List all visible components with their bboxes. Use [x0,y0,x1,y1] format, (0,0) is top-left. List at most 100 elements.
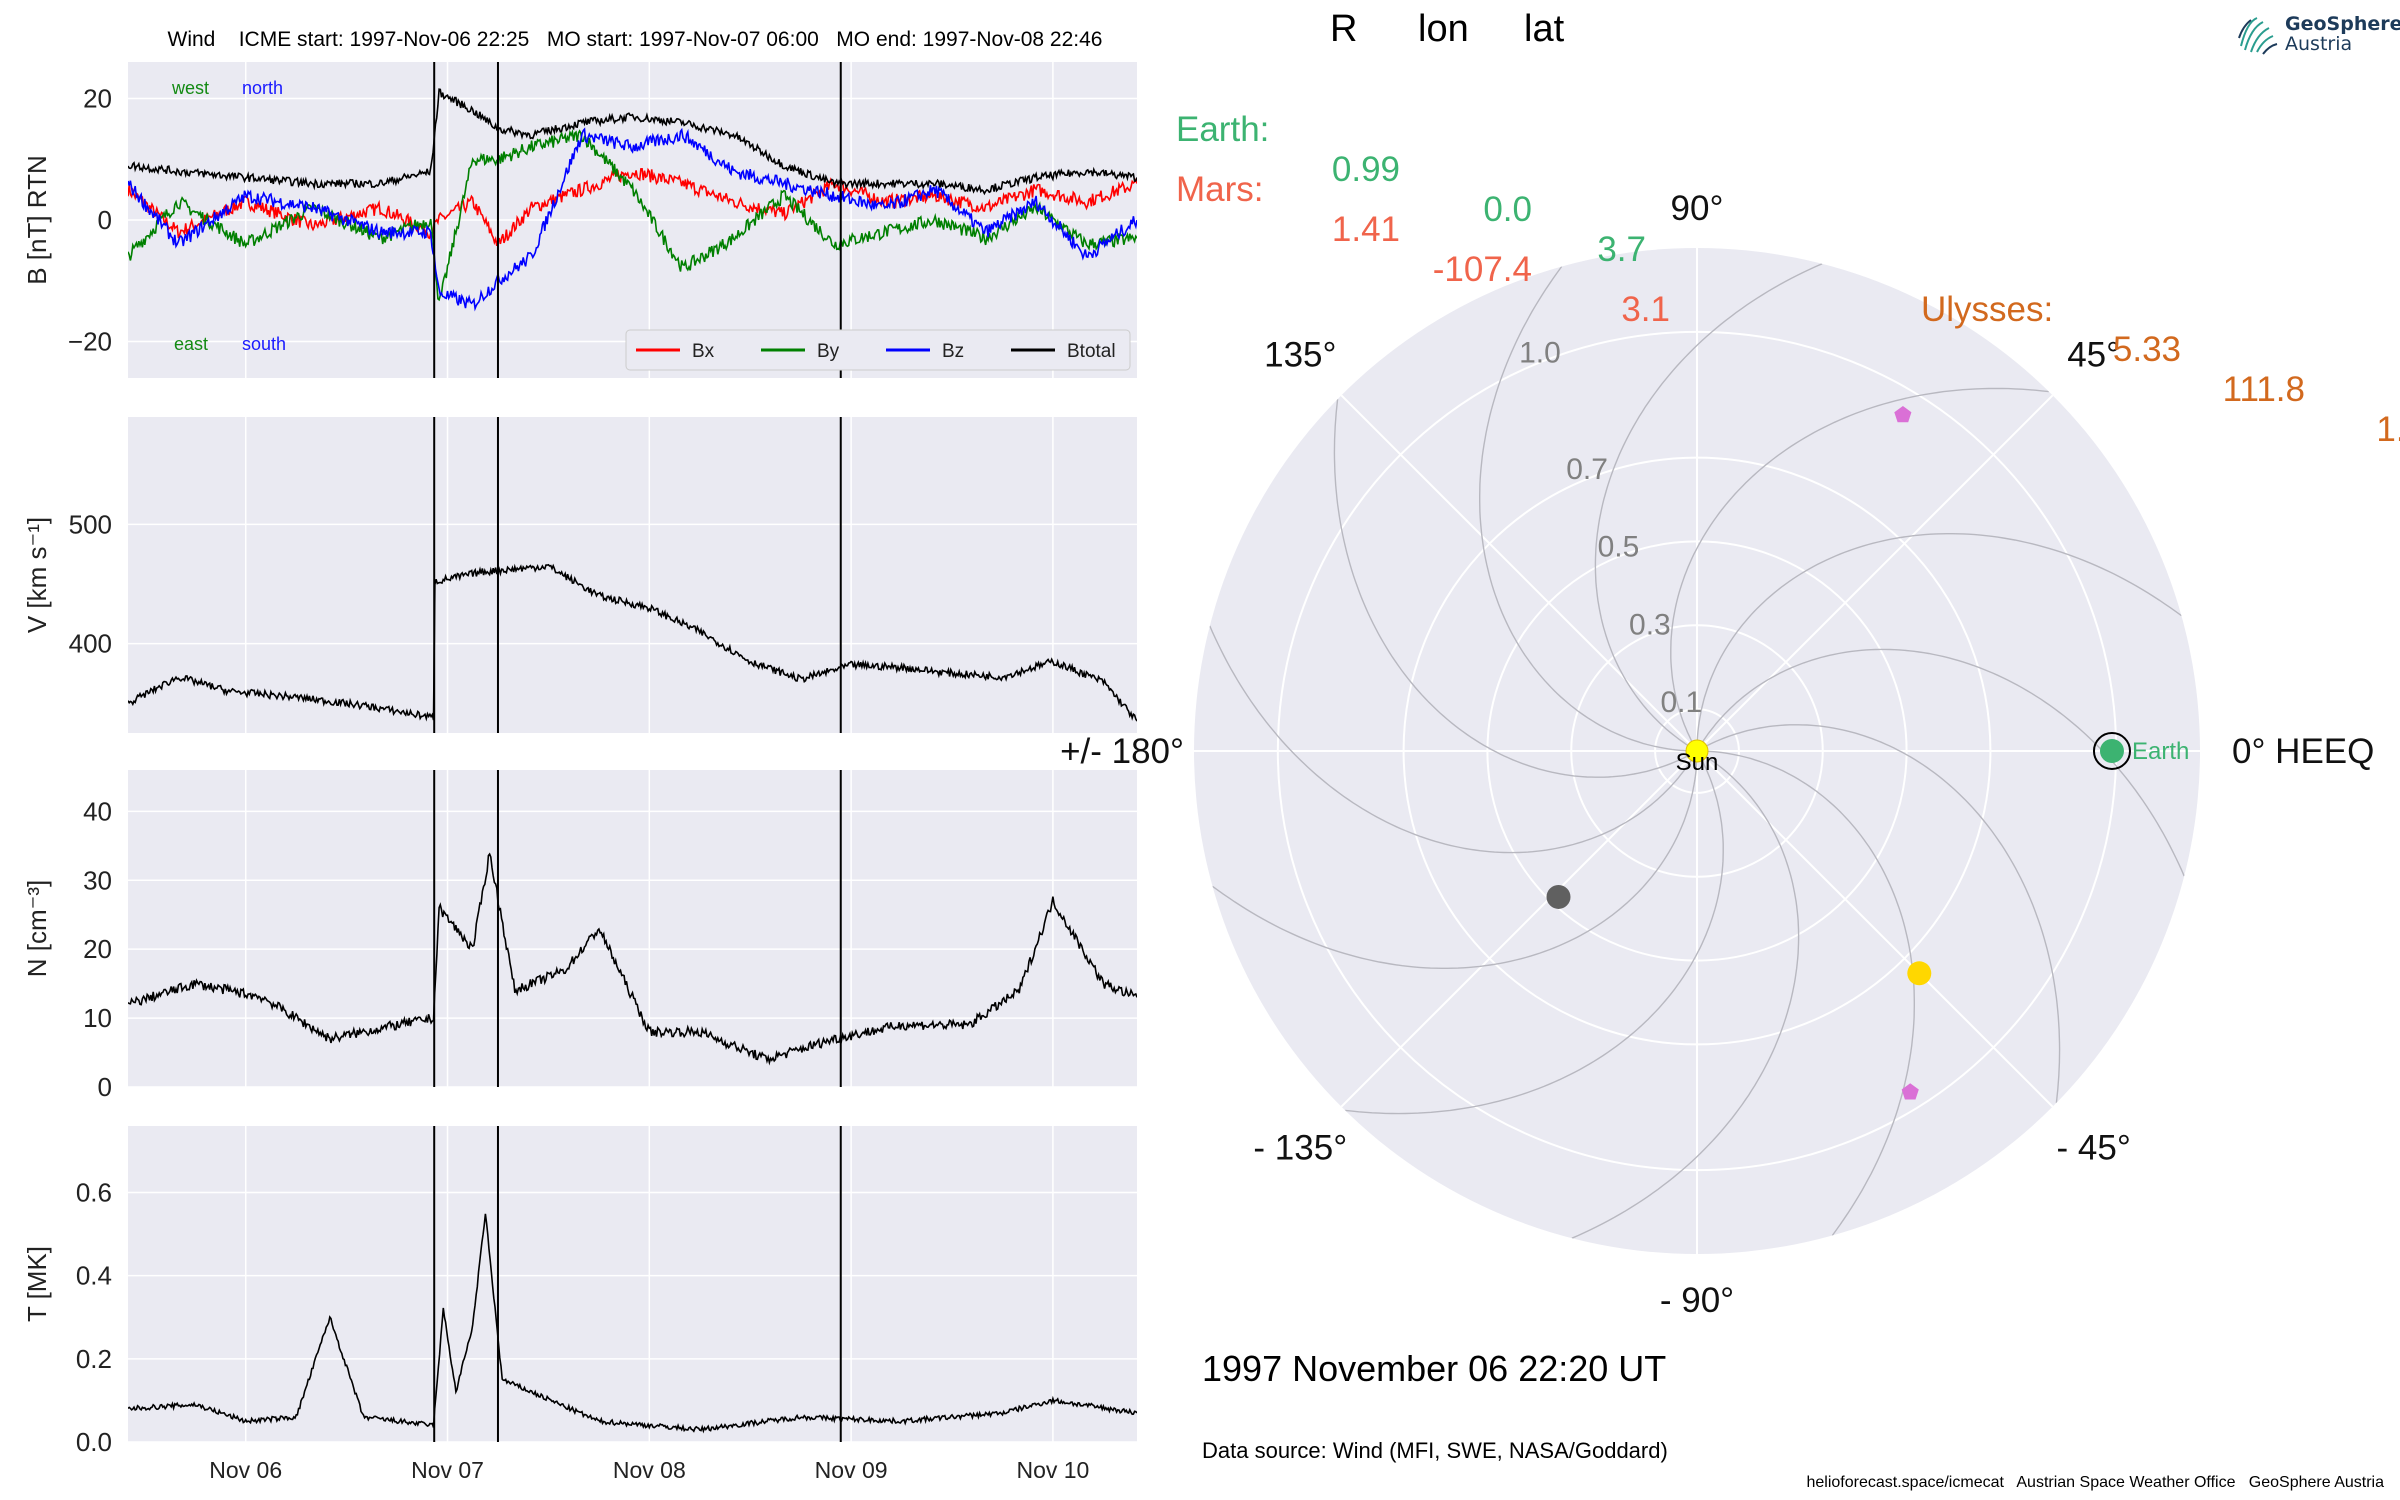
column-header-lon: lon [1418,8,1469,50]
body-r: 0.99 [1331,150,1400,189]
parker-spiral-line [1478,266,1697,752]
body-r: 5.33 [2112,330,2181,369]
x-tick-label: Nov 08 [613,1457,686,1483]
radial-ring [1402,456,1992,1046]
body-lon: -107.4 [1432,250,1532,289]
series-line-By [128,128,1137,302]
x-tick-label: Nov 07 [411,1457,484,1483]
angle-label: +/- 180° [1060,732,1184,771]
logo-line-1: GeoSphere [2285,13,2400,35]
parker-spiral-line [1696,724,2061,1103]
geosphere-logo-text: GeoSphere Austria [2285,14,2400,54]
plot-background [128,770,1137,1087]
angle-label: - 135° [1253,1129,1347,1168]
radial-ring [1486,540,1908,962]
y-tick-label: 40 [83,796,112,826]
body-lat: 1.8 [2376,410,2400,449]
annotation-east: east [174,334,208,354]
planet-marker [1907,961,1932,986]
annotation-south: south [242,334,286,354]
radial-tick-label: 0.1 [1660,686,1702,719]
radial-tick-label: 0.3 [1629,608,1671,641]
sun-marker [1685,739,1709,763]
y-tick-label: −20 [68,327,112,357]
y-axis-label: T [MK] [22,1246,52,1322]
body-lon: 0.0 [1483,190,1532,229]
earth-ring [2092,732,2131,770]
parker-spiral-line [1571,750,1800,1239]
position-row-mars: Mars: 1.41 -107.4 3.1 [1176,130,1670,370]
x-tick-label: Nov 09 [815,1457,888,1483]
earth-marker [2099,739,2124,763]
spacecraft-marker [1894,406,1912,423]
y-tick-label: 500 [69,509,112,539]
credits: helioforecast.space/icmecat Austrian Spa… [1806,1474,2385,1491]
legend-label-Bx: Bx [692,341,715,362]
body-r: 1.41 [1331,210,1400,249]
annotation-west: west [171,78,209,98]
parker-spiral-line [1696,648,2185,877]
series-line-Bx [128,167,1137,247]
body-lat: 3.1 [1621,290,1670,329]
legend-label-By: By [817,341,840,362]
series-line-Btotal [128,88,1137,196]
parker-spiral-line [1697,750,1916,1236]
earth-label: Earth [2132,738,2189,765]
panel-temperature: 0.6 0.4 0.2 0.0 T [MK] Nov 06 Nov 07 Nov 08 Nov … [22,1126,1137,1483]
body-lat: 3.7 [1597,230,1646,269]
column-header-r: R [1330,8,1358,50]
plot-date: 1997 November 06 22:20 UT [1202,1348,1667,1389]
y-tick-label: 0 [98,205,112,235]
y-tick-label: 0.4 [76,1261,112,1291]
panel-density: 40 30 20 10 0 N [cm⁻³] [22,770,1137,1102]
x-tick-label: Nov 06 [209,1457,282,1483]
radial-tick-label: 0.5 [1598,531,1640,564]
body-name: Earth: [1176,110,1270,149]
series-line-speed [128,563,1137,722]
series-line-temperature [128,1213,1137,1434]
geosphere-logo: GeoSphere Austria [2235,12,2400,56]
y-tick-label: 400 [69,629,112,659]
angle-label: 0° HEEQ [2232,732,2374,771]
radial-tick-label: 0.7 [1566,453,1608,486]
y-tick-label: 10 [83,1003,112,1033]
angle-label: - 90° [1660,1281,1734,1320]
y-axis-label: V [km s⁻¹] [22,517,52,633]
parker-spiral-line [1209,625,1698,854]
radial-ring [1570,624,1824,878]
plot-background [128,1126,1137,1442]
y-tick-label: 0.6 [76,1178,112,1208]
annotation-north: north [242,78,283,98]
radial-ring [1654,708,1740,794]
body-lon: 111.8 [2222,370,2305,409]
plot-background [128,417,1137,733]
radial-tick-label: 1.0 [1519,336,1561,369]
legend-label-Btotal: Btotal [1067,341,1116,362]
body-name: Mars: [1176,170,1264,209]
y-tick-label: 20 [83,934,112,964]
parker-spiral-line [1670,387,2049,752]
angle-label: 45° [2067,335,2120,374]
angle-label: - 45° [2057,1129,2131,1168]
parker-spiral-line [1345,750,1724,1115]
geosphere-logo-icon [2238,17,2278,55]
series-line-Bz [128,127,1137,312]
y-tick-label: 0.2 [76,1344,112,1374]
column-header-lat: lat [1524,8,1565,50]
sun-label: Sun [1676,749,1719,776]
parker-spiral-line [1212,751,1698,969]
y-tick-label: 0.0 [76,1427,112,1457]
y-axis-label: N [cm⁻³] [22,880,52,978]
planet-marker [1546,884,1571,909]
parker-spiral-line [1696,533,2182,751]
position-row-earth: Earth: 0.99 0.0 3.7 [1176,70,1646,310]
parker-spirals [1209,263,2185,1239]
y-tick-label: 0 [98,1072,112,1102]
x-tick-label: Nov 10 [1016,1457,1089,1483]
body-name: Ulysses: [1921,290,2054,329]
spacecraft-marker [1901,1083,1919,1100]
y-axis-label: B [nT] RTN [22,155,52,285]
series-line-density [128,852,1137,1066]
angle-label: 90° [1671,189,1724,228]
event-times-title: Wind ICME start: 1997-Nov-06 22:25 MO st… [167,28,1103,51]
